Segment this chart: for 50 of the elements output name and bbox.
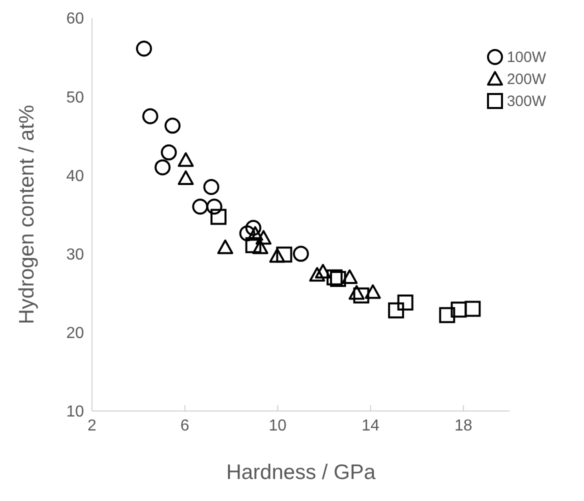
point: [309, 267, 326, 282]
y-tick-label: 60: [66, 10, 84, 28]
point: [142, 108, 158, 124]
point: [210, 208, 227, 225]
point: [178, 152, 194, 167]
point: [276, 246, 292, 263]
point: [348, 285, 365, 300]
x-axis-title: Hardness / GPa: [226, 461, 376, 484]
point: [397, 294, 414, 311]
point: [192, 198, 208, 215]
y-tick-label: 50: [66, 89, 84, 106]
point: [314, 264, 331, 278]
point: [292, 246, 309, 262]
y-tick-label: 30: [66, 246, 84, 264]
point: [342, 269, 358, 284]
point: [247, 226, 264, 241]
y-tick-label: 10: [66, 404, 84, 421]
point: [245, 220, 262, 236]
point: [353, 287, 370, 304]
point: [136, 40, 152, 57]
point: [206, 198, 222, 215]
point: [326, 269, 343, 286]
point: [245, 237, 262, 254]
point: [464, 300, 481, 317]
y-tick-label: 20: [66, 325, 84, 342]
point: [450, 302, 467, 318]
point: [330, 270, 346, 287]
point: [164, 118, 181, 134]
legend-label: 100W: [506, 48, 546, 66]
x-tick-label: 6: [180, 417, 190, 434]
point: [439, 307, 456, 324]
point: [364, 284, 381, 299]
x-tick-label: 10: [268, 417, 287, 434]
x-tick-label: 18: [454, 417, 472, 434]
legend-label: 200W: [506, 70, 546, 88]
point: [269, 248, 286, 263]
point: [256, 230, 272, 245]
legend-label: 300W: [506, 92, 546, 110]
x-tick-label: 2: [88, 417, 97, 434]
x-tick-label: 14: [362, 417, 380, 434]
y-axis-title: Hydrogen content / at%: [15, 104, 38, 324]
point: [252, 240, 268, 254]
y-tick-label: 40: [66, 168, 84, 185]
point: [203, 178, 220, 195]
point: [217, 240, 234, 254]
point: [388, 302, 404, 318]
point: [160, 144, 177, 160]
point: [178, 170, 194, 185]
point: [154, 159, 171, 176]
point: [239, 225, 256, 242]
